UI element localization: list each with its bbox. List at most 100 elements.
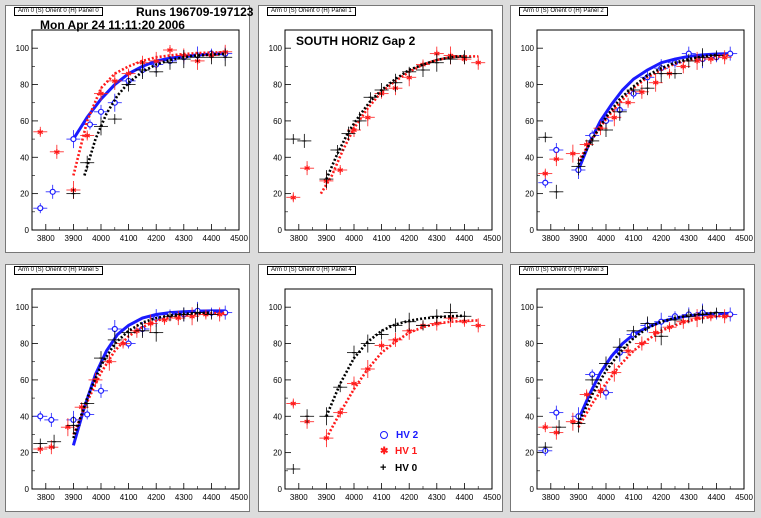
y-tick-label: 0	[278, 485, 283, 494]
y-tick-label: 60	[20, 117, 29, 126]
y-tick-label: 0	[25, 226, 30, 235]
data-point: ✱	[323, 434, 330, 443]
x-tick-label: 4200	[147, 234, 165, 243]
x-tick-label: 4200	[652, 493, 670, 502]
x-tick-label: 4400	[708, 234, 726, 243]
plot-frame	[31, 288, 240, 490]
data-point: ✱	[625, 99, 632, 108]
x-tick-label: 4100	[625, 234, 643, 243]
data-point: ✱	[652, 79, 659, 88]
data-point: ✱	[84, 131, 91, 140]
x-tick-label: 4200	[652, 234, 670, 243]
data-point: ✱	[161, 316, 168, 325]
data-point: ✱	[351, 380, 358, 389]
x-tick-label: 3900	[65, 234, 83, 243]
x-tick-label: 4000	[597, 234, 615, 243]
x-tick-label: 3800	[542, 493, 560, 502]
runs-label: Runs 196709-197123	[136, 5, 254, 19]
x-tick-label: 4000	[597, 493, 615, 502]
data-point: ✱	[78, 403, 85, 412]
fit-curve	[577, 53, 717, 166]
data-point: ✱	[98, 90, 105, 99]
data-point: ✱	[53, 148, 60, 157]
data-point: ✱	[364, 113, 371, 122]
data-point: ✱	[48, 443, 55, 452]
x-tick-label: 4400	[203, 234, 221, 243]
legend-item-hv0: + HV 0	[380, 462, 417, 474]
y-tick-label: 80	[20, 81, 29, 90]
panel-title: Arm 0 (S) Orient 0 (H) Panel 5	[14, 266, 103, 275]
data-point	[84, 411, 91, 418]
data-point: ✱	[392, 336, 399, 345]
data-point: ✱	[106, 358, 113, 367]
x-tick-label: 4400	[456, 493, 474, 502]
data-point	[37, 413, 44, 420]
y-tick-label: 20	[525, 449, 534, 458]
data-point: ✱	[542, 423, 549, 432]
y-tick-label: 40	[273, 153, 282, 162]
legend-label-hv0: HV 0	[395, 463, 418, 474]
panel-title: Arm 0 (S) Orient 0 (H) Panel 0	[14, 7, 103, 16]
y-tick-label: 0	[25, 485, 30, 494]
y-tick-label: 80	[273, 340, 282, 349]
data-point: ✱	[583, 141, 590, 150]
data-point	[553, 409, 560, 416]
panel-3: Arm 0 (S) Orient 0 (H) Panel 5 3800 3900 40…	[5, 264, 250, 512]
data-point: ✱	[625, 347, 632, 356]
x-tick-label: 4500	[483, 234, 501, 243]
fit-curve	[72, 311, 212, 439]
legend-item-hv1: ✱ HV 1	[380, 446, 417, 457]
x-tick-label: 3800	[37, 493, 55, 502]
chart-plot: 3800 3900 4000 4100 4200 4300 4400 4500 0 20 40 60 8…	[269, 288, 501, 502]
y-tick-label: 80	[20, 340, 29, 349]
data-point	[602, 389, 610, 396]
y-tick-label: 80	[273, 81, 282, 90]
x-tick-label: 4000	[92, 493, 110, 502]
data-point: ✱	[153, 57, 160, 66]
data-point	[727, 50, 734, 57]
y-tick-label: 20	[20, 190, 29, 199]
y-tick-label: 40	[525, 153, 534, 162]
x-tick-label: 4400	[203, 493, 221, 502]
data-point: ✱	[553, 155, 560, 164]
fit-curve	[319, 55, 479, 195]
data-point: ✱	[583, 390, 590, 399]
y-tick-label: 40	[525, 412, 534, 421]
data-point: ✱	[666, 70, 673, 79]
chart-plot: 3800 3900 4000 4100 4200 4300 4400 4500 0 20 40 60 8…	[521, 29, 753, 243]
data-point	[542, 179, 549, 186]
x-tick-label: 3900	[65, 493, 83, 502]
panel-4: Arm 0 (S) Orient 0 (H) Panel 4 3800 3900 40…	[258, 264, 503, 512]
x-tick-label: 4200	[147, 493, 165, 502]
data-point: ✱	[37, 445, 44, 454]
data-point	[48, 416, 55, 424]
data-point: ✱	[134, 327, 141, 336]
data-point: ✱	[364, 365, 371, 374]
data-point	[70, 135, 77, 143]
y-tick-label: 100	[16, 44, 30, 53]
x-tick-label: 4200	[400, 234, 418, 243]
y-tick-label: 100	[269, 44, 283, 53]
data-point: ✱	[125, 70, 132, 79]
x-tick-label: 3900	[318, 234, 336, 243]
legend: HV 2 ✱ HV 1 + HV 0	[380, 430, 460, 478]
data-point: ✱	[65, 423, 72, 432]
fit-curve	[325, 54, 465, 180]
data-point: ✱	[639, 88, 646, 97]
x-tick-label: 3900	[570, 234, 588, 243]
data-point: ✱	[406, 327, 413, 336]
y-tick-label: 20	[525, 190, 534, 199]
x-tick-label: 3900	[318, 493, 336, 502]
x-tick-label: 4300	[428, 234, 446, 243]
panel-0: Arm 0 (S) Orient 0 (H) Panel 0 3800 3900 40…	[5, 5, 250, 253]
x-tick-label: 4100	[120, 493, 138, 502]
x-tick-label: 3800	[290, 493, 308, 502]
plot-frame	[284, 29, 493, 231]
plot-frame	[536, 288, 745, 490]
chart-plot: 3800 3900 4000 4100 4200 4300 4400 4500 0 20 40 60 8…	[269, 29, 501, 243]
y-tick-label: 100	[521, 303, 535, 312]
y-tick-label: 100	[521, 44, 535, 53]
chart-plot: 3800 3900 4000 4100 4200 4300 4400 4500 0 20 40 60 8…	[16, 29, 248, 243]
data-point: ✱	[351, 126, 358, 135]
